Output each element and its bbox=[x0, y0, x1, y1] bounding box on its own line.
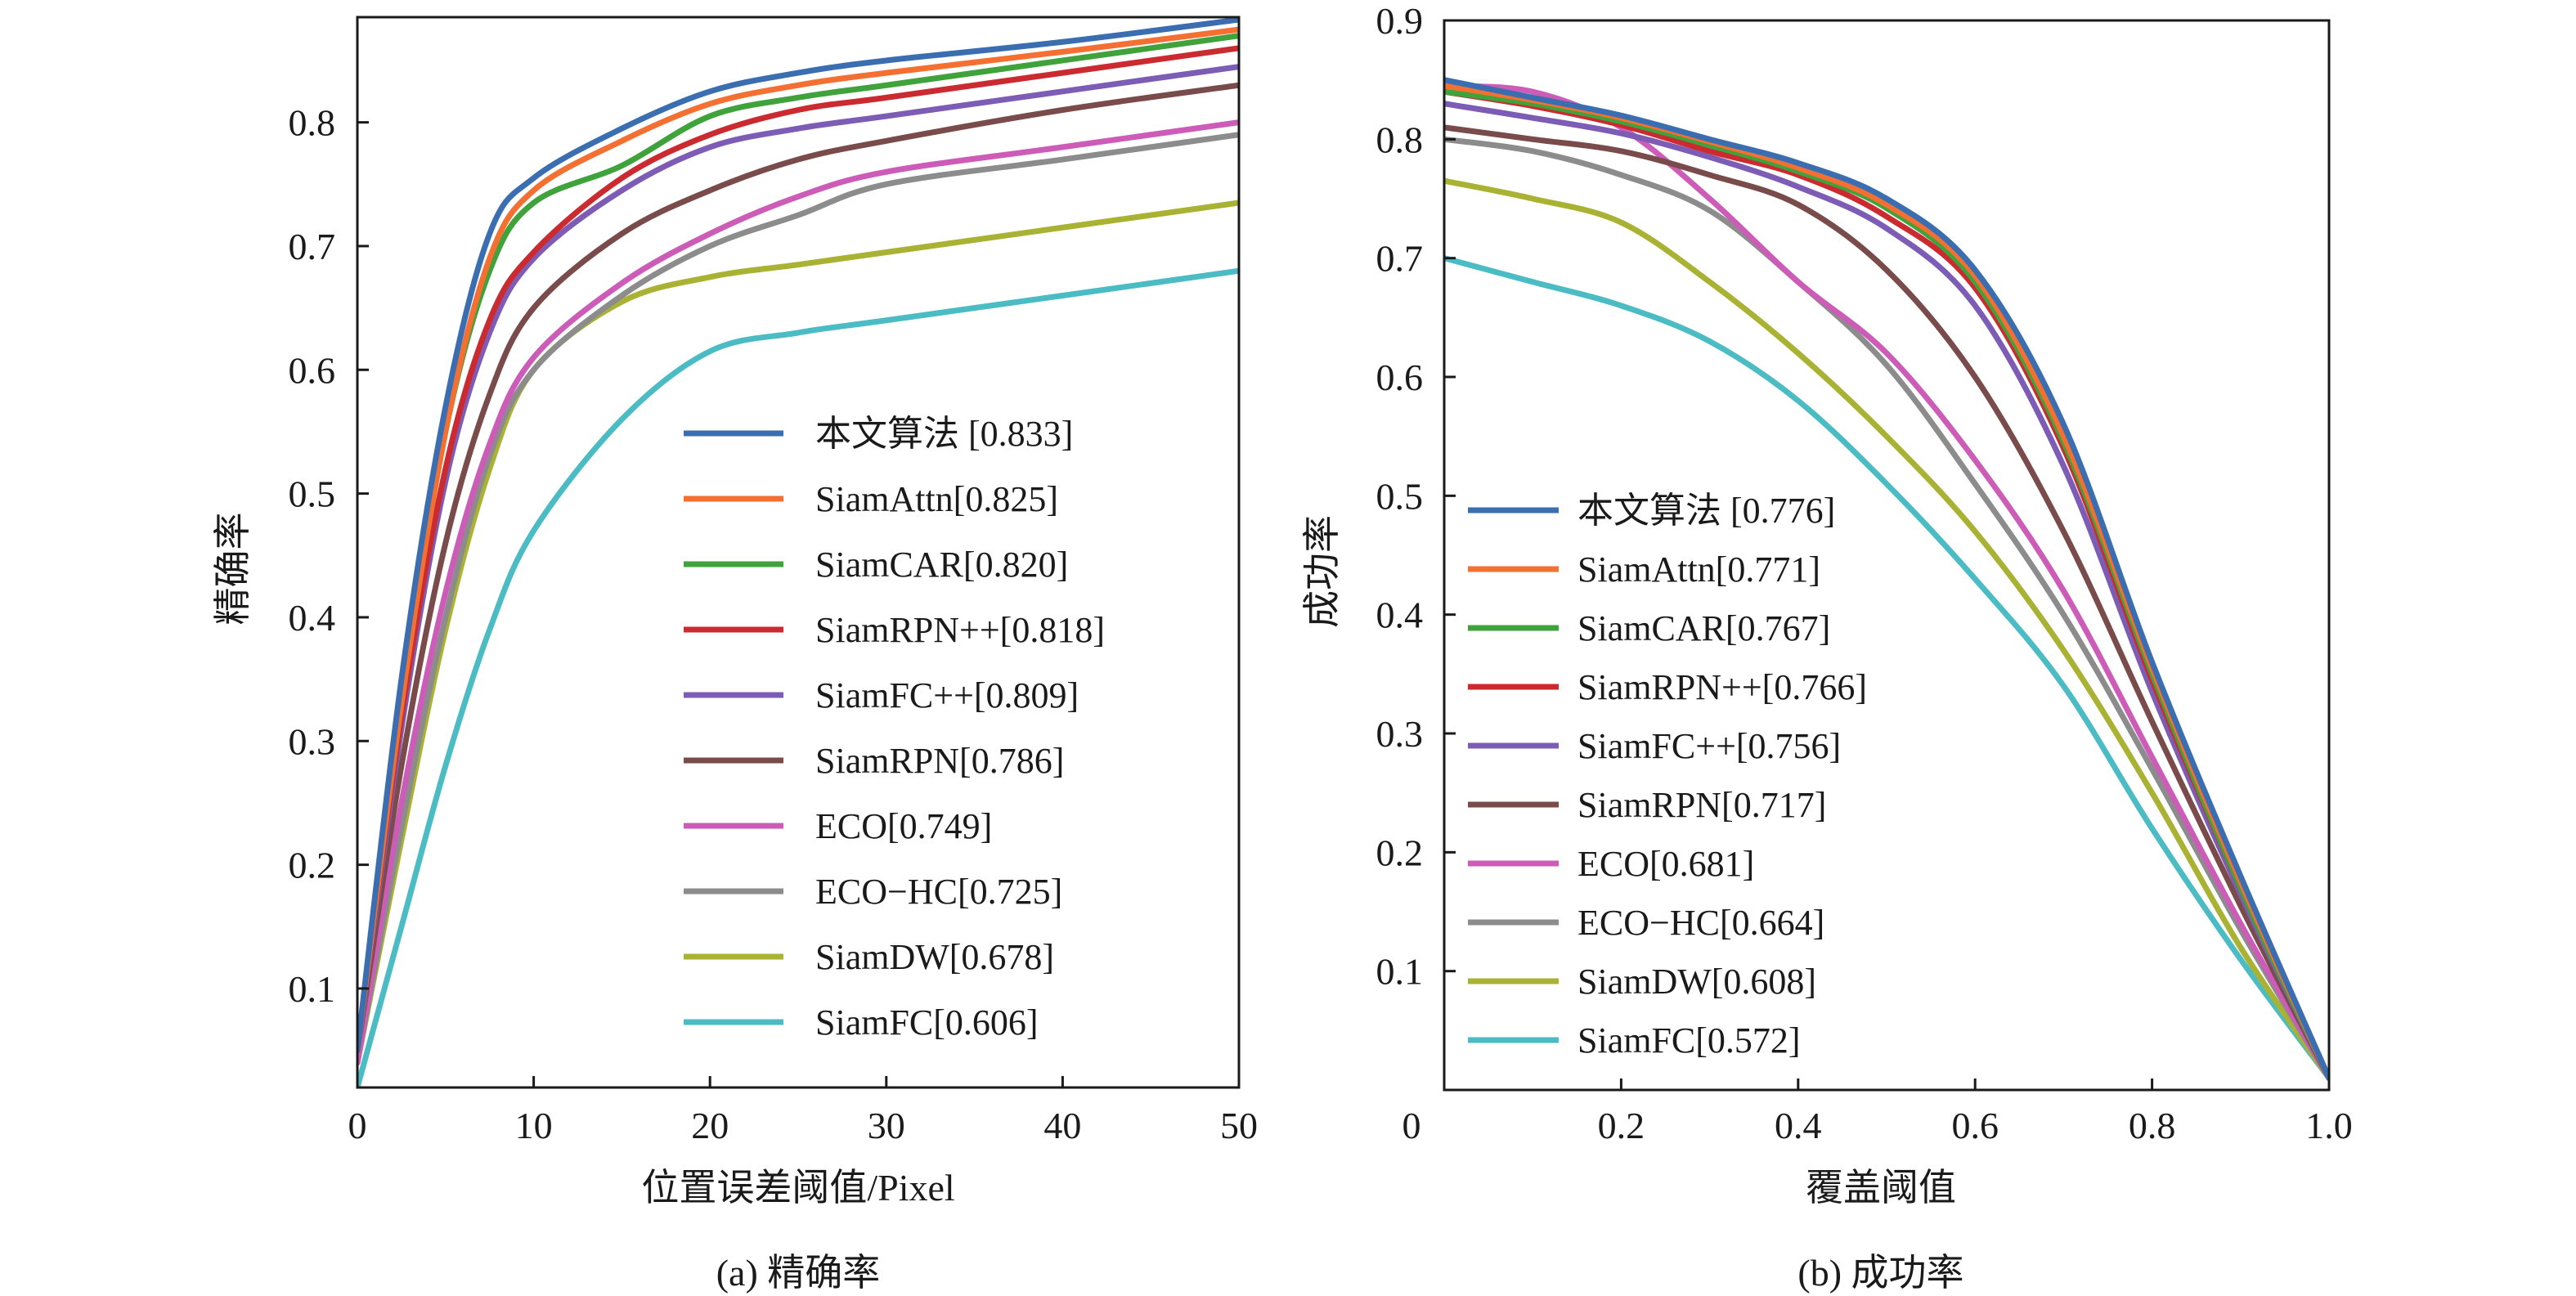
precision-legend-item: SiamRPN[0.786] bbox=[684, 741, 1064, 781]
success-y-tick-label: 0.5 bbox=[1376, 475, 1424, 517]
success-legend-label: ECO[0.681] bbox=[1577, 844, 1754, 884]
success-x-tick-label: 1.0 bbox=[2305, 1105, 2353, 1146]
success-x-tick-label: 0.2 bbox=[1598, 1105, 1645, 1146]
success-legend-item: SiamRPN++[0.766] bbox=[1468, 667, 1867, 707]
success-series-line-7 bbox=[1444, 136, 2329, 1081]
precision-caption: (a) 精确率 bbox=[716, 1252, 881, 1294]
precision-legend-item: SiamFC[0.606] bbox=[684, 1002, 1039, 1043]
success-legend-label: SiamDW[0.608] bbox=[1577, 962, 1816, 1002]
precision-series-layer bbox=[357, 16, 1239, 1087]
success-series-line-4 bbox=[1444, 101, 2329, 1081]
success-x-tick-label: 0 bbox=[1402, 1105, 1421, 1146]
success-legend-item: 本文算法 [0.776] bbox=[1468, 491, 1835, 531]
precision-y-tick-label: 0.8 bbox=[289, 102, 336, 144]
success-ticks: 0 0.2 0.4 0.6 0.8 1.0 0.1 0.2 0.3 0.4 0.5 0.6 0.7 0.8… bbox=[1376, 0, 2353, 1146]
success-x-tick-label: 0.6 bbox=[1951, 1105, 1999, 1146]
precision-legend-item: SiamFC++[0.809] bbox=[684, 675, 1079, 715]
precision-legend-item: 本文算法 [0.833] bbox=[684, 414, 1073, 454]
precision-legend-label: SiamFC[0.606] bbox=[815, 1002, 1039, 1043]
precision-y-axis-label: 精确率 bbox=[212, 513, 254, 626]
precision-y-tick-label: 0.1 bbox=[289, 968, 336, 1010]
precision-legend-label: SiamRPN[0.786] bbox=[815, 741, 1064, 781]
success-plot-frame bbox=[1443, 19, 2331, 1092]
precision-y-tick-label: 0.5 bbox=[289, 473, 336, 515]
precision-y-tick-label: 0.4 bbox=[289, 597, 336, 639]
success-y-tick-label: 0.6 bbox=[1376, 357, 1424, 398]
success-legend-item: SiamDW[0.608] bbox=[1468, 962, 1816, 1002]
precision-legend-item: ECO[0.749] bbox=[684, 806, 992, 846]
success-legend-item: ECO[0.681] bbox=[1468, 844, 1754, 884]
precision-x-axis-label: 位置误差阈值/Pixel bbox=[641, 1167, 954, 1209]
success-legend-item: SiamFC++[0.756] bbox=[1468, 726, 1841, 766]
success-series-line-0 bbox=[1444, 77, 2329, 1081]
precision-series-line-2 bbox=[357, 33, 1239, 1054]
success-legend-label: SiamFC[0.572] bbox=[1577, 1020, 1801, 1061]
success-legend-label: SiamRPN[0.717] bbox=[1577, 785, 1826, 825]
precision-legend-label: SiamRPN++[0.818] bbox=[815, 610, 1105, 650]
precision-x-tick-label: 0 bbox=[348, 1105, 367, 1146]
precision-series-line-9 bbox=[357, 267, 1239, 1087]
precision-legend-item: SiamCAR[0.820] bbox=[684, 545, 1068, 585]
precision-series-line-5 bbox=[357, 82, 1239, 1054]
success-legend-label: SiamFC++[0.756] bbox=[1577, 726, 1841, 766]
success-legend-item: SiamRPN[0.717] bbox=[1468, 785, 1826, 825]
precision-legend-label: SiamFC++[0.809] bbox=[815, 675, 1079, 715]
success-y-tick-label: 0.1 bbox=[1376, 951, 1424, 993]
success-plot: 0 0.2 0.4 0.6 0.8 1.0 0.1 0.2 0.3 0.4 0.5 0.6 0.7 0.8… bbox=[1301, 0, 2353, 1294]
precision-legend-label: 本文算法 [0.833] bbox=[815, 414, 1073, 454]
success-x-tick-label: 0.4 bbox=[1775, 1105, 1822, 1146]
success-y-tick-label: 0.2 bbox=[1376, 832, 1424, 873]
precision-series-line-7 bbox=[357, 132, 1239, 1066]
precision-legend-label: SiamCAR[0.820] bbox=[815, 545, 1068, 585]
precision-legend: 本文算法 [0.833] SiamAttn[0.825] SiamCAR[0.820… bbox=[684, 414, 1105, 1043]
success-series-line-9 bbox=[1444, 255, 2329, 1081]
success-legend-label: SiamRPN++[0.766] bbox=[1577, 667, 1867, 707]
success-x-axis-label: 覆盖阈值 bbox=[1806, 1167, 1956, 1209]
success-y-tick-label: 0.4 bbox=[1376, 594, 1424, 636]
precision-series-line-0 bbox=[357, 16, 1239, 1054]
success-y-tick-label: 0.7 bbox=[1376, 238, 1424, 280]
success-legend: 本文算法 [0.776] SiamAttn[0.771] SiamCAR[0.767… bbox=[1468, 491, 1867, 1061]
success-y-tick-label: 0.3 bbox=[1376, 713, 1424, 755]
success-series-line-5 bbox=[1444, 124, 2329, 1081]
precision-x-tick-label: 50 bbox=[1220, 1105, 1258, 1146]
success-x-tick-label: 0.8 bbox=[2129, 1105, 2176, 1146]
precision-legend-item: SiamAttn[0.825] bbox=[684, 479, 1058, 519]
success-legend-item: SiamFC[0.572] bbox=[1468, 1020, 1801, 1061]
success-legend-label: SiamCAR[0.767] bbox=[1577, 608, 1830, 648]
success-legend-item: ECO−HC[0.664] bbox=[1468, 903, 1824, 943]
precision-x-tick-label: 10 bbox=[515, 1105, 553, 1146]
precision-legend-item: SiamDW[0.678] bbox=[684, 937, 1054, 977]
precision-series-line-1 bbox=[357, 26, 1239, 1054]
precision-y-tick-label: 0.2 bbox=[289, 845, 336, 886]
precision-ticks: 0 10 20 30 40 50 0.1 0.2 0.3 0.4 0.5 0.6 0.7 0.8 bbox=[289, 102, 1259, 1146]
success-caption: (b) 成功率 bbox=[1797, 1252, 1963, 1294]
precision-plot: 0 10 20 30 40 50 0.1 0.2 0.3 0.4 0.5 0.6 0.7 0.8 位置误差… bbox=[212, 16, 1259, 1294]
success-series-line-8 bbox=[1444, 177, 2329, 1081]
success-legend-item: SiamAttn[0.771] bbox=[1468, 549, 1820, 590]
precision-series-line-6 bbox=[357, 119, 1239, 1066]
precision-x-tick-label: 30 bbox=[868, 1105, 905, 1146]
success-legend-label: SiamAttn[0.771] bbox=[1577, 549, 1820, 590]
success-y-axis-label: 成功率 bbox=[1301, 515, 1343, 628]
precision-x-tick-label: 40 bbox=[1043, 1105, 1081, 1146]
precision-x-tick-label: 20 bbox=[691, 1105, 729, 1146]
precision-legend-label: ECO−HC[0.725] bbox=[815, 872, 1062, 912]
precision-legend-item: SiamRPN++[0.818] bbox=[684, 610, 1105, 650]
success-legend-label: ECO−HC[0.664] bbox=[1577, 903, 1824, 943]
precision-legend-item: ECO−HC[0.725] bbox=[684, 872, 1062, 912]
precision-plot-frame bbox=[356, 16, 1241, 1089]
success-legend-label: 本文算法 [0.776] bbox=[1577, 491, 1835, 531]
success-y-tick-label: 0.9 bbox=[1376, 0, 1424, 42]
precision-y-tick-label: 0.3 bbox=[289, 720, 336, 762]
precision-legend-label: ECO[0.749] bbox=[815, 806, 992, 846]
precision-y-tick-label: 0.6 bbox=[289, 349, 336, 391]
precision-y-tick-label: 0.7 bbox=[289, 226, 336, 267]
success-y-tick-label: 0.8 bbox=[1376, 119, 1424, 160]
success-series-layer bbox=[1444, 77, 2329, 1081]
precision-legend-label: SiamDW[0.678] bbox=[815, 937, 1054, 977]
success-legend-item: SiamCAR[0.767] bbox=[1468, 608, 1830, 648]
precision-legend-label: SiamAttn[0.825] bbox=[815, 479, 1058, 519]
